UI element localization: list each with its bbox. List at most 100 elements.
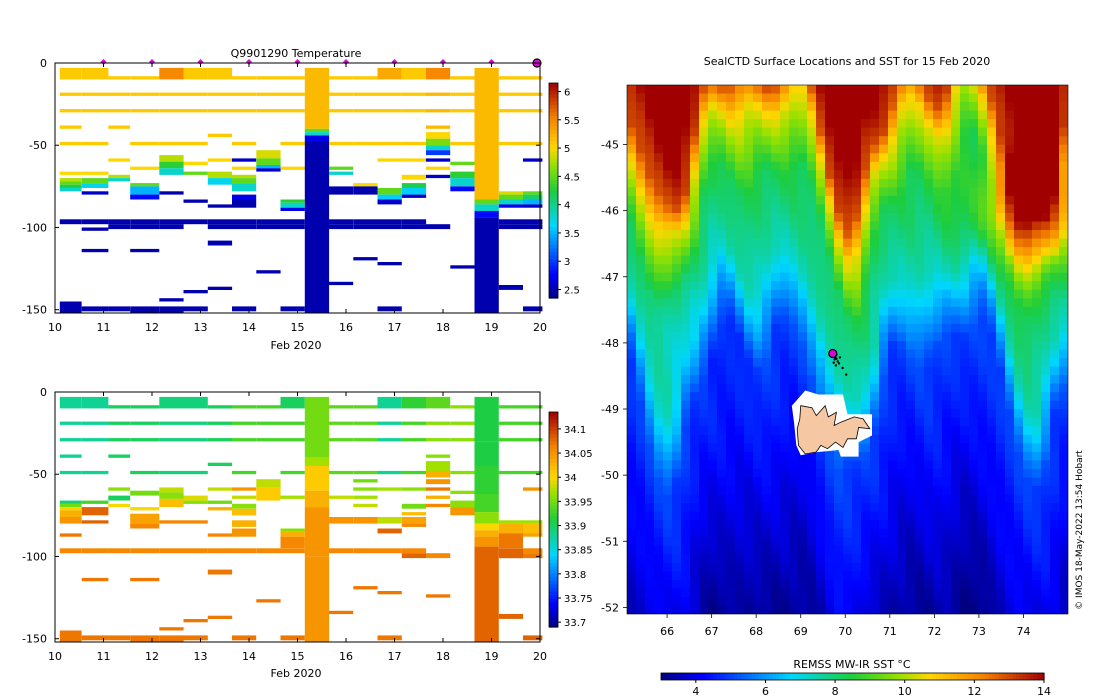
sst-cell — [1041, 93, 1051, 103]
sst-cell — [762, 486, 772, 496]
sst-cell — [753, 426, 763, 436]
sst-cell — [789, 349, 799, 359]
sst-cell — [708, 195, 718, 205]
sst-cell — [780, 315, 790, 325]
sst-cell — [654, 264, 664, 274]
sst-cell — [1014, 545, 1024, 555]
sst-cell — [690, 554, 700, 564]
sst-cell — [915, 494, 925, 504]
sst-cell — [798, 358, 808, 368]
sst-cell — [708, 571, 718, 581]
colorbar-segment — [734, 673, 739, 680]
sst-cell — [987, 562, 997, 572]
colorbar-segment — [549, 108, 558, 113]
sst-cell — [654, 306, 664, 316]
colorbar-segment — [549, 294, 558, 299]
sst-cell — [798, 230, 808, 240]
sst-cell — [690, 323, 700, 333]
sst-cell — [708, 110, 718, 120]
sst-cell — [699, 358, 709, 368]
sst-cell — [816, 511, 826, 521]
sst-cell — [708, 187, 718, 197]
profile-cell — [450, 76, 475, 80]
sst-cell — [771, 366, 781, 376]
sst-cell — [879, 400, 889, 410]
sst-cell — [789, 358, 799, 368]
sst-cell — [708, 596, 718, 606]
sst-cell — [645, 178, 655, 188]
sst-cell — [636, 451, 646, 461]
sst-cell — [627, 477, 637, 487]
sst-cell — [888, 562, 898, 572]
sst-cell — [924, 93, 934, 103]
sst-cell — [879, 144, 889, 154]
sst-cell — [690, 545, 700, 555]
profile-cell — [426, 479, 451, 485]
sst-cell — [888, 451, 898, 461]
sst-cell — [663, 340, 673, 350]
sst-cell — [780, 281, 790, 291]
sst-cell — [744, 306, 754, 316]
sst-cell — [699, 400, 709, 410]
sst-cell — [798, 144, 808, 154]
sst-cell — [762, 195, 772, 205]
sst-cell — [942, 528, 952, 538]
profile-cell — [207, 487, 233, 491]
sst-cell — [654, 332, 664, 342]
sst-cell — [906, 204, 916, 214]
sst-cell — [852, 349, 862, 359]
sst-cell — [1032, 349, 1042, 359]
sst-cell — [627, 230, 637, 240]
sst-cell — [852, 605, 862, 614]
sst-cell — [771, 579, 781, 589]
sst-cell — [807, 170, 817, 180]
profile-cell — [377, 188, 402, 195]
sst-cell — [825, 528, 835, 538]
colorbar-segment — [838, 673, 843, 680]
profile-cell — [81, 577, 109, 582]
sst-cell — [708, 460, 718, 470]
sst-cell — [861, 93, 871, 103]
sst-cell — [654, 588, 664, 598]
sst-cell — [861, 434, 871, 444]
profile-cell — [59, 517, 82, 524]
sst-cell — [906, 178, 916, 188]
sst-cell — [780, 451, 790, 461]
sst-cell — [888, 392, 898, 402]
profile-cell — [183, 219, 208, 225]
sst-cell — [906, 85, 916, 95]
sst-cell — [915, 443, 925, 453]
sst-cell — [762, 571, 772, 581]
sst-cell — [789, 383, 799, 393]
profile-cell — [232, 495, 257, 499]
profile-cell — [450, 171, 475, 179]
sst-cell — [861, 119, 871, 129]
sst-cell — [915, 409, 925, 419]
y-tick-label: -50 — [29, 139, 47, 152]
sst-cell — [960, 323, 970, 333]
sst-cell — [753, 102, 763, 112]
sst-cell — [744, 161, 754, 171]
profile-cell — [183, 161, 208, 165]
sst-cell — [996, 102, 1006, 112]
sst-cell — [762, 596, 772, 606]
sst-cell — [951, 255, 961, 265]
profile-cell — [329, 166, 354, 170]
sst-cell — [960, 588, 970, 598]
sst-cell — [861, 400, 871, 410]
sst-cell — [645, 486, 655, 496]
sst-cell — [960, 375, 970, 385]
sst-cell — [843, 349, 853, 359]
sst-cell — [879, 93, 889, 103]
profile-cell — [498, 204, 523, 208]
sst-cell — [1032, 545, 1042, 555]
sst-cell — [834, 366, 844, 376]
sst-cell — [1032, 426, 1042, 436]
sst-cell — [825, 306, 835, 316]
sst-cell — [825, 468, 835, 478]
profile-cell — [426, 594, 451, 598]
sst-cell — [924, 264, 934, 274]
sst-cell — [798, 545, 808, 555]
sst-cell — [888, 315, 898, 325]
